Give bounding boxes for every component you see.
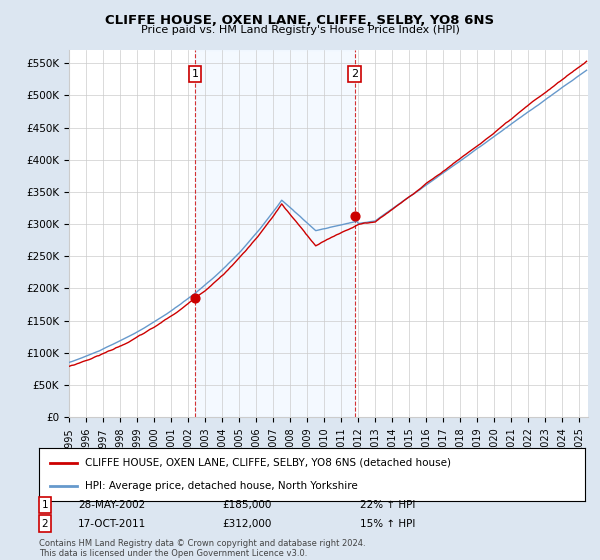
Text: 1: 1 — [41, 500, 49, 510]
Text: £185,000: £185,000 — [222, 500, 271, 510]
Text: 22% ↑ HPI: 22% ↑ HPI — [360, 500, 415, 510]
Text: CLIFFE HOUSE, OXEN LANE, CLIFFE, SELBY, YO8 6NS (detached house): CLIFFE HOUSE, OXEN LANE, CLIFFE, SELBY, … — [85, 458, 451, 468]
Text: CLIFFE HOUSE, OXEN LANE, CLIFFE, SELBY, YO8 6NS: CLIFFE HOUSE, OXEN LANE, CLIFFE, SELBY, … — [106, 14, 494, 27]
Text: 2: 2 — [41, 519, 49, 529]
Text: Price paid vs. HM Land Registry's House Price Index (HPI): Price paid vs. HM Land Registry's House … — [140, 25, 460, 35]
Bar — [195, 50, 355, 417]
Point — [350, 212, 359, 221]
Text: Contains HM Land Registry data © Crown copyright and database right 2024.
This d: Contains HM Land Registry data © Crown c… — [39, 539, 365, 558]
Text: 15% ↑ HPI: 15% ↑ HPI — [360, 519, 415, 529]
Point — [190, 293, 200, 302]
Text: 1: 1 — [191, 69, 199, 79]
Text: 28-MAY-2002: 28-MAY-2002 — [78, 500, 145, 510]
Text: 17-OCT-2011: 17-OCT-2011 — [78, 519, 146, 529]
Text: £312,000: £312,000 — [222, 519, 271, 529]
Text: HPI: Average price, detached house, North Yorkshire: HPI: Average price, detached house, Nort… — [85, 481, 358, 491]
Text: 2: 2 — [351, 69, 358, 79]
